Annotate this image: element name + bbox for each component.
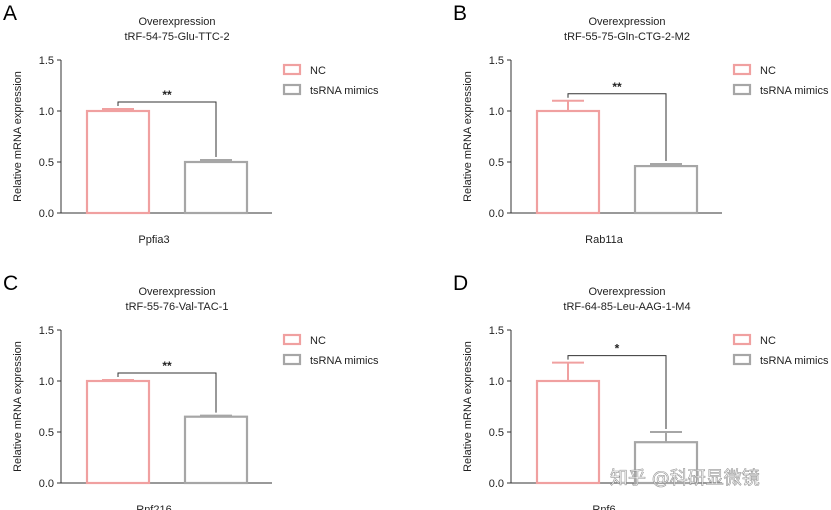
y-tick-label: 1.5 [489,325,504,337]
y-axis-label: Relative mRNA expression [12,341,24,472]
y-tick-label: 0.5 [489,157,504,169]
y-tick-label: 0.5 [489,427,504,439]
bar-tsrna [633,164,699,215]
significance-label: * [615,342,620,356]
y-axis-label: Relative mRNA expression [462,341,474,472]
bar-tsrna [183,415,249,485]
y-tick-label: 0.0 [39,208,54,220]
chart-subtitle: tRF-55-76-Val-TAC-1 [126,301,229,313]
chart-subtitle: tRF-64-85-Leu-AAG-1-M4 [563,301,690,313]
category-label: Rnf6 [592,504,615,510]
y-tick-label: 1.0 [39,106,54,118]
bar-tsrna [633,441,699,485]
y-tick-label: 0.5 [39,427,54,439]
panel-c: C Overexpression tRF-55-76-Val-TAC-1 0.0 0.5… [3,272,379,510]
legend-label-tsrna: tsRNA mimics [310,85,379,97]
significance-bracket [117,101,217,157]
category-label: Rab11a [585,234,624,246]
legend-swatch-nc [282,333,302,346]
chart-title: Overexpression [588,286,665,298]
y-tick-label: 1.0 [489,376,504,388]
legend-swatch-tsrna [732,83,752,96]
chart-subtitle: tRF-54-75-Glu-TTC-2 [124,31,229,43]
legend-label-tsrna: tsRNA mimics [760,355,829,367]
significance-bracket [567,93,667,162]
bar-nc [85,379,151,485]
significance-bracket [567,355,667,429]
chart-title: Overexpression [588,16,665,28]
category-label: Ppfia3 [138,234,169,246]
legend-label-nc: NC [760,335,776,347]
bar-nc [85,109,151,215]
significance-label: ** [162,88,172,102]
significance-bracket [117,372,217,413]
panel-letter: C [3,272,18,295]
watermark: 知乎 @科研显微镜 [610,468,760,489]
legend-swatch-tsrna [282,353,302,366]
bar-nc [535,109,601,215]
bar-nc [535,379,601,485]
bar-tsrna [183,160,249,215]
legend-label-tsrna: tsRNA mimics [310,355,379,367]
y-tick-label: 0.0 [489,478,504,490]
y-tick-label: 1.5 [489,55,504,67]
legend-label-nc: NC [310,335,326,347]
legend-swatch-nc [732,333,752,346]
chart-subtitle: tRF-55-75-Gln-CTG-2-M2 [564,31,690,43]
y-tick-label: 1.5 [39,325,54,337]
y-tick-label: 1.0 [489,106,504,118]
legend-swatch-nc [732,63,752,76]
significance-label: ** [162,359,172,373]
legend-label-tsrna: tsRNA mimics [760,85,829,97]
panel-d: D Overexpression tRF-64-85-Leu-AAG-1-M4 0.0… [453,272,829,510]
legend-label-nc: NC [310,65,326,77]
panel-b: B Overexpression tRF-55-75-Gln-CTG-2-M2 0.0… [453,2,829,246]
y-tick-label: 1.5 [39,55,54,67]
y-axis-label: Relative mRNA expression [462,71,474,202]
y-tick-label: 0.0 [39,478,54,490]
panel-a: A Overexpression tRF-54-75-Glu-TTC-2 0.0 0.5… [3,2,379,246]
legend-swatch-tsrna [732,353,752,366]
chart-title: Overexpression [138,286,215,298]
category-label: Rnf216 [136,504,171,510]
y-tick-label: 0.5 [39,157,54,169]
y-tick-label: 1.0 [39,376,54,388]
y-tick-label: 0.0 [489,208,504,220]
legend-swatch-tsrna [282,83,302,96]
legend-swatch-nc [282,63,302,76]
panel-letter: A [3,2,17,25]
significance-label: ** [612,80,622,94]
legend-label-nc: NC [760,65,776,77]
panel-letter: D [453,272,468,295]
chart-title: Overexpression [138,16,215,28]
panel-letter: B [453,2,467,25]
y-axis-label: Relative mRNA expression [12,71,24,202]
